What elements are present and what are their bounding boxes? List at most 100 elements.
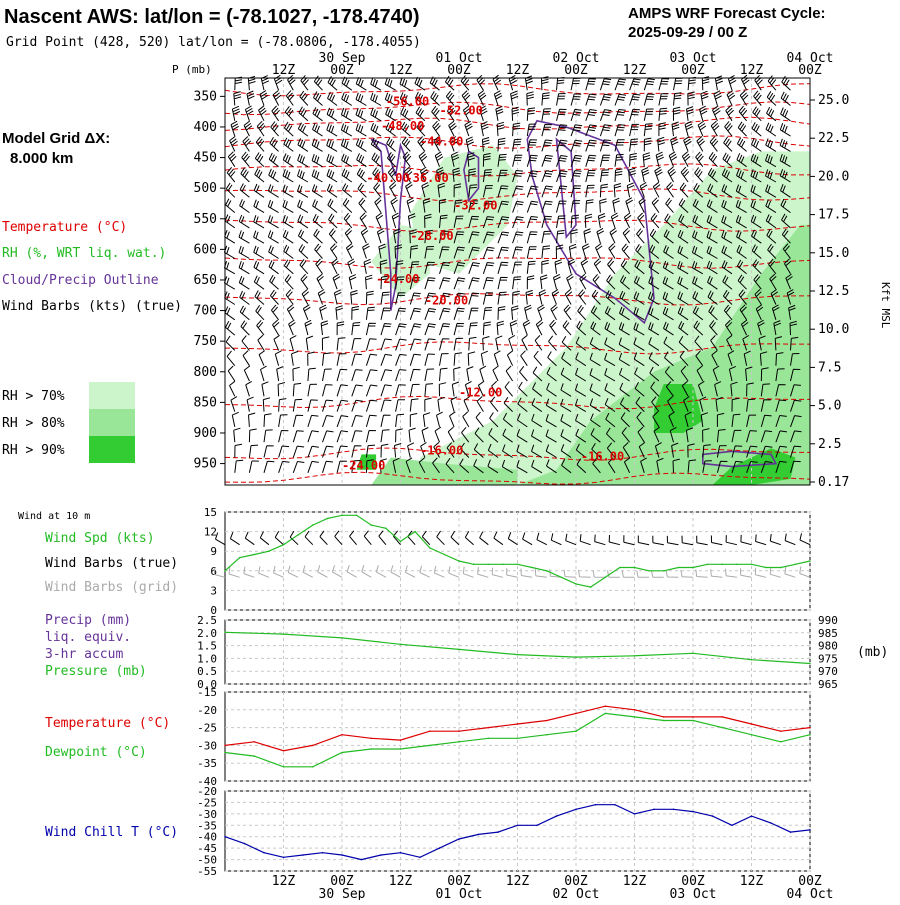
altitude-tick-label: 25.0 bbox=[818, 93, 849, 108]
wind-barb bbox=[590, 428, 601, 443]
wind-barb bbox=[241, 335, 250, 351]
wind-barb bbox=[327, 198, 338, 213]
wind-barb bbox=[365, 306, 375, 320]
wind-barb bbox=[307, 430, 319, 443]
temperature-contour bbox=[224, 101, 811, 116]
wind-barb bbox=[436, 411, 443, 428]
wind-barb bbox=[468, 336, 477, 351]
wind-barb bbox=[727, 350, 735, 366]
wind-barb bbox=[356, 153, 367, 168]
temperature-contour-labels: -56.00 -52.00 -48.00-44.00 -40.00-36.00 -32.… bbox=[342, 95, 624, 473]
wind-barb bbox=[728, 365, 737, 382]
data-point bbox=[253, 741, 256, 743]
wind-barb bbox=[604, 321, 616, 336]
wind-barb bbox=[648, 306, 660, 321]
pressure-unit-label: (mb) bbox=[857, 645, 888, 660]
wind-barb bbox=[269, 289, 279, 305]
wind-barb bbox=[746, 461, 758, 473]
wind-barb bbox=[545, 444, 557, 458]
wind-barb bbox=[731, 413, 741, 427]
wind-barb bbox=[277, 382, 286, 397]
wind-barb bbox=[424, 368, 435, 382]
wind-barb bbox=[585, 93, 597, 106]
wind-barb bbox=[245, 380, 252, 397]
wind-barb bbox=[533, 350, 543, 367]
bottom-hour-label: 00Z bbox=[681, 874, 705, 889]
wind-barb bbox=[604, 337, 616, 351]
wind-barb bbox=[535, 319, 544, 336]
wind-barb bbox=[784, 566, 796, 578]
legend-wind-speed: Wind Spd (kts) bbox=[45, 531, 155, 546]
wind-barb bbox=[633, 291, 645, 305]
wind-barb bbox=[721, 199, 733, 214]
wind-barb bbox=[482, 169, 492, 183]
wind-barb bbox=[378, 243, 386, 259]
data-point bbox=[443, 553, 446, 556]
wind-barb bbox=[790, 384, 801, 397]
wind-barb bbox=[365, 430, 377, 443]
wind-barb bbox=[512, 154, 523, 167]
wind-barb bbox=[604, 397, 616, 413]
data-point bbox=[575, 656, 577, 658]
wind-barb bbox=[322, 368, 332, 382]
wind-barb bbox=[248, 412, 256, 427]
wind-barb bbox=[355, 108, 367, 122]
wind-barb bbox=[525, 289, 534, 305]
legend-liq-equiv: liq. equiv. bbox=[45, 630, 131, 645]
wind-barb bbox=[684, 411, 692, 428]
wind-barb bbox=[467, 351, 476, 366]
wind-barb bbox=[585, 78, 596, 91]
wind-barb bbox=[691, 261, 704, 275]
wind-barb bbox=[752, 106, 762, 122]
wind-barb bbox=[746, 445, 758, 458]
data-point bbox=[809, 560, 811, 562]
wind-barb bbox=[292, 366, 300, 382]
data-point bbox=[794, 563, 797, 566]
temperature-contour bbox=[224, 395, 810, 410]
wind-barb bbox=[439, 353, 449, 366]
wind-barb bbox=[359, 212, 367, 229]
wind-barb bbox=[253, 245, 265, 259]
data-point bbox=[458, 741, 460, 743]
wind-barb bbox=[531, 444, 543, 458]
wind-barb bbox=[589, 383, 601, 397]
wind-barb bbox=[292, 430, 304, 443]
wind-barb bbox=[574, 383, 587, 397]
wind-barb bbox=[424, 261, 435, 274]
wind-barb bbox=[765, 214, 777, 229]
bottom-day-label: 01 Oct bbox=[436, 887, 483, 900]
wind-barb bbox=[706, 215, 718, 229]
wind-barb bbox=[619, 290, 630, 305]
wind-barb bbox=[692, 276, 704, 290]
wind-barb bbox=[473, 459, 484, 474]
wind-barb bbox=[375, 565, 387, 578]
panel-wind: 0 3 6 9 12 15 bbox=[204, 506, 811, 617]
wind-barb bbox=[759, 351, 768, 366]
wind-barb bbox=[727, 74, 737, 91]
wind-barb bbox=[438, 382, 447, 397]
y-tick-label: 15 bbox=[204, 506, 217, 519]
wind-barb bbox=[665, 197, 674, 213]
wind-barb bbox=[297, 229, 309, 244]
altitude-tick-label: 0.17 bbox=[818, 475, 849, 490]
wind-barb bbox=[380, 323, 392, 336]
wind-barb bbox=[641, 167, 650, 183]
wind-barb bbox=[300, 273, 309, 290]
wind-barb bbox=[731, 397, 740, 412]
wind-barb bbox=[556, 170, 568, 183]
temperature-contour-label: -52.00 bbox=[440, 104, 483, 118]
wind-barb bbox=[554, 259, 563, 274]
wind-barb bbox=[243, 120, 253, 137]
wind-barb bbox=[404, 565, 416, 578]
wind-barb bbox=[271, 304, 279, 321]
wind-barb bbox=[424, 397, 432, 412]
wind-barb bbox=[663, 336, 674, 351]
wind-barb bbox=[241, 151, 250, 168]
wind-barb bbox=[623, 457, 631, 474]
wind-barb bbox=[351, 338, 362, 351]
wind-barb bbox=[328, 213, 338, 229]
wind-barb bbox=[678, 198, 689, 213]
wind-barb bbox=[385, 122, 396, 137]
wind-barb bbox=[634, 259, 645, 275]
